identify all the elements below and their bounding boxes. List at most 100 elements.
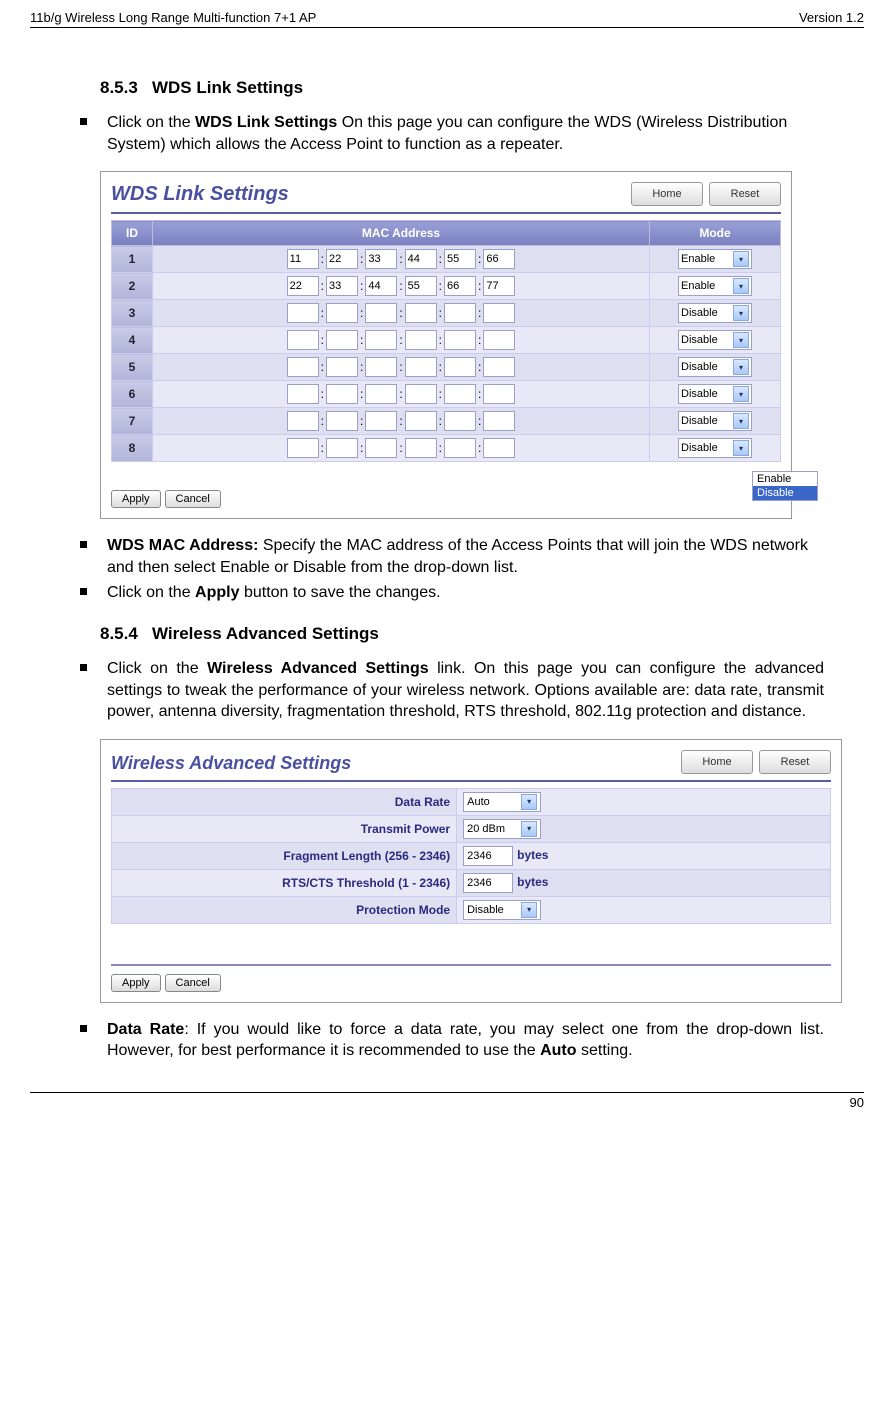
mac-input[interactable]: 66 [483, 249, 515, 269]
mac-input[interactable]: 22 [287, 276, 319, 296]
mac-input[interactable] [326, 384, 358, 404]
mac-input[interactable] [326, 438, 358, 458]
mac-input[interactable] [326, 357, 358, 377]
mac-input[interactable] [444, 357, 476, 377]
mac-input[interactable] [483, 357, 515, 377]
mode-select[interactable]: Disable▾ [678, 438, 752, 458]
mac-input[interactable] [444, 330, 476, 350]
mac-input[interactable] [405, 303, 437, 323]
reset-button[interactable]: Reset [709, 182, 781, 206]
mode-select[interactable]: Disable▾ [678, 357, 752, 377]
setting-select[interactable]: 20 dBm▾ [463, 819, 541, 839]
home-button[interactable]: Home [681, 750, 753, 774]
setting-select[interactable]: Auto▾ [463, 792, 541, 812]
header-left: 11b/g Wireless Long Range Multi-function… [30, 10, 316, 25]
mac-input[interactable] [444, 438, 476, 458]
setting-select[interactable]: Disable▾ [463, 900, 541, 920]
mode-select[interactable]: Enable▾ [678, 249, 752, 269]
mode-cell: Disable▾ [650, 381, 781, 408]
mac-input[interactable] [287, 330, 319, 350]
reset-button[interactable]: Reset [759, 750, 831, 774]
mac-input[interactable] [444, 384, 476, 404]
mac-input[interactable] [483, 303, 515, 323]
chevron-down-icon: ▾ [733, 332, 749, 348]
apply-button[interactable]: Apply [111, 490, 161, 508]
bullet-icon [80, 118, 87, 125]
mac-input[interactable] [326, 411, 358, 431]
mac-input[interactable] [365, 303, 397, 323]
unit-label: bytes [517, 848, 548, 862]
mac-input[interactable] [287, 303, 319, 323]
mac-input[interactable]: 33 [326, 276, 358, 296]
mac-input[interactable]: 77 [483, 276, 515, 296]
dropdown-option[interactable]: Disable [753, 486, 817, 500]
row-id: 6 [112, 381, 153, 408]
mode-cell: Disable▾ [650, 327, 781, 354]
mac-input[interactable] [287, 384, 319, 404]
mac-input[interactable]: 22 [326, 249, 358, 269]
mac-input[interactable]: 44 [405, 249, 437, 269]
dropdown-option[interactable]: Enable [753, 472, 817, 486]
chevron-down-icon: ▾ [733, 251, 749, 267]
mac-input[interactable] [405, 438, 437, 458]
mac-input[interactable]: 44 [365, 276, 397, 296]
mac-input[interactable] [287, 411, 319, 431]
bullet-text: Data Rate: If you would like to force a … [107, 1019, 824, 1062]
setting-value: Auto▾ [457, 788, 831, 815]
page-footer: 90 [30, 1092, 864, 1110]
setting-label: RTS/CTS Threshold (1 - 2346) [112, 869, 457, 896]
mode-select[interactable]: Disable▾ [678, 411, 752, 431]
mac-input[interactable]: 55 [444, 249, 476, 269]
mac-input[interactable] [405, 384, 437, 404]
mac-input[interactable] [287, 438, 319, 458]
cancel-button[interactable]: Cancel [165, 974, 221, 992]
home-button[interactable]: Home [631, 182, 703, 206]
wds-screenshot: WDS Link Settings Home Reset ID MAC Addr… [100, 171, 792, 519]
mac-input[interactable]: 66 [444, 276, 476, 296]
setting-input[interactable]: 2346 [463, 846, 513, 866]
mac-cell: ::::: [153, 408, 650, 435]
mac-input[interactable] [483, 411, 515, 431]
advanced-table: Data RateAuto▾Transmit Power20 dBm▾Fragm… [111, 788, 831, 924]
cancel-button[interactable]: Cancel [165, 490, 221, 508]
mac-cell: ::::: [153, 354, 650, 381]
mac-cell: 11:22:33:44:55:66 [153, 246, 650, 273]
mac-input[interactable] [405, 411, 437, 431]
mac-input[interactable] [326, 303, 358, 323]
mac-input[interactable] [444, 303, 476, 323]
mac-input[interactable] [483, 438, 515, 458]
mac-input[interactable] [287, 357, 319, 377]
setting-input[interactable]: 2346 [463, 873, 513, 893]
mac-input[interactable] [365, 411, 397, 431]
mac-input[interactable] [326, 330, 358, 350]
chevron-down-icon: ▾ [733, 305, 749, 321]
mode-select[interactable]: Enable▾ [678, 276, 752, 296]
mode-cell: Enable▾ [650, 273, 781, 300]
mode-select[interactable]: Disable▾ [678, 303, 752, 323]
mac-input[interactable] [483, 384, 515, 404]
page-number: 90 [850, 1095, 864, 1110]
bullet-text: Click on the Wireless Advanced Settings … [107, 658, 824, 723]
mac-input[interactable]: 11 [287, 249, 319, 269]
mac-input[interactable] [365, 357, 397, 377]
apply-button[interactable]: Apply [111, 974, 161, 992]
mac-input[interactable] [405, 330, 437, 350]
header-right: Version 1.2 [799, 10, 864, 25]
mode-select[interactable]: Disable▾ [678, 384, 752, 404]
chevron-down-icon: ▾ [733, 386, 749, 402]
mac-input[interactable] [405, 357, 437, 377]
mac-input[interactable] [483, 330, 515, 350]
bullet-icon [80, 541, 87, 548]
mode-select[interactable]: Disable▾ [678, 330, 752, 350]
bullet-text: WDS MAC Address: Specify the MAC address… [107, 535, 824, 578]
mac-input[interactable] [444, 411, 476, 431]
mac-input[interactable] [365, 438, 397, 458]
mac-input[interactable] [365, 330, 397, 350]
panel-title: WDS Link Settings [111, 183, 289, 206]
unit-label: bytes [517, 875, 548, 889]
mac-input[interactable] [365, 384, 397, 404]
mac-cell: 22:33:44:55:66:77 [153, 273, 650, 300]
mode-dropdown[interactable]: EnableDisable [752, 471, 818, 501]
mac-input[interactable]: 55 [405, 276, 437, 296]
mac-input[interactable]: 33 [365, 249, 397, 269]
